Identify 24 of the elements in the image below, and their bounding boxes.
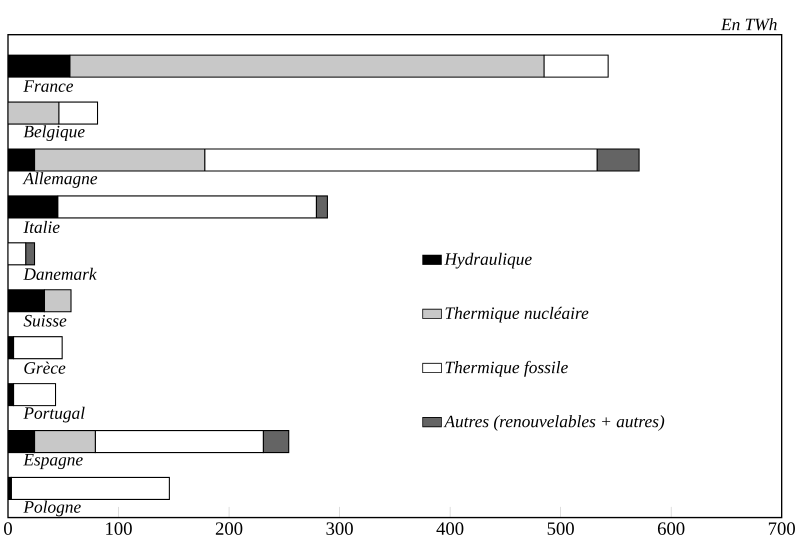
legend-label: Thermique nucléaire	[446, 306, 588, 322]
y-tick-label: Allemagne	[22, 172, 98, 188]
legend-label: Autres (renouvelables + autres)	[444, 414, 664, 431]
y-tick-label: Portugal	[23, 406, 85, 422]
bar	[10, 476, 170, 500]
x-tick-label: 300	[326, 522, 353, 535]
y-tick-label: Espagne	[23, 454, 83, 469]
x-tick-label: 0	[4, 522, 12, 535]
x-tick-label: 500	[548, 522, 574, 535]
y-tick-label: France	[23, 80, 74, 92]
x-tick-label: 400	[436, 522, 464, 535]
y-tick-label: Pologne	[23, 500, 81, 516]
x-axis-title: En TWh	[720, 18, 777, 30]
x-tick-label: 200	[216, 522, 242, 535]
x-tick-label: 700	[768, 522, 795, 535]
legend-label: Hydraulique	[444, 252, 532, 268]
x-tick-label: 100	[106, 522, 132, 535]
legend-label: Thermique fossile	[446, 360, 568, 377]
x-tick-label: 600	[658, 522, 684, 535]
y-tick-label: Suisse	[24, 314, 66, 327]
y-tick-label: Danemark	[23, 268, 97, 280]
y-tick-label: Italie	[23, 220, 60, 233]
y-tick-label: Grèce	[24, 361, 66, 374]
y-tick-label: Belgique	[24, 125, 85, 141]
